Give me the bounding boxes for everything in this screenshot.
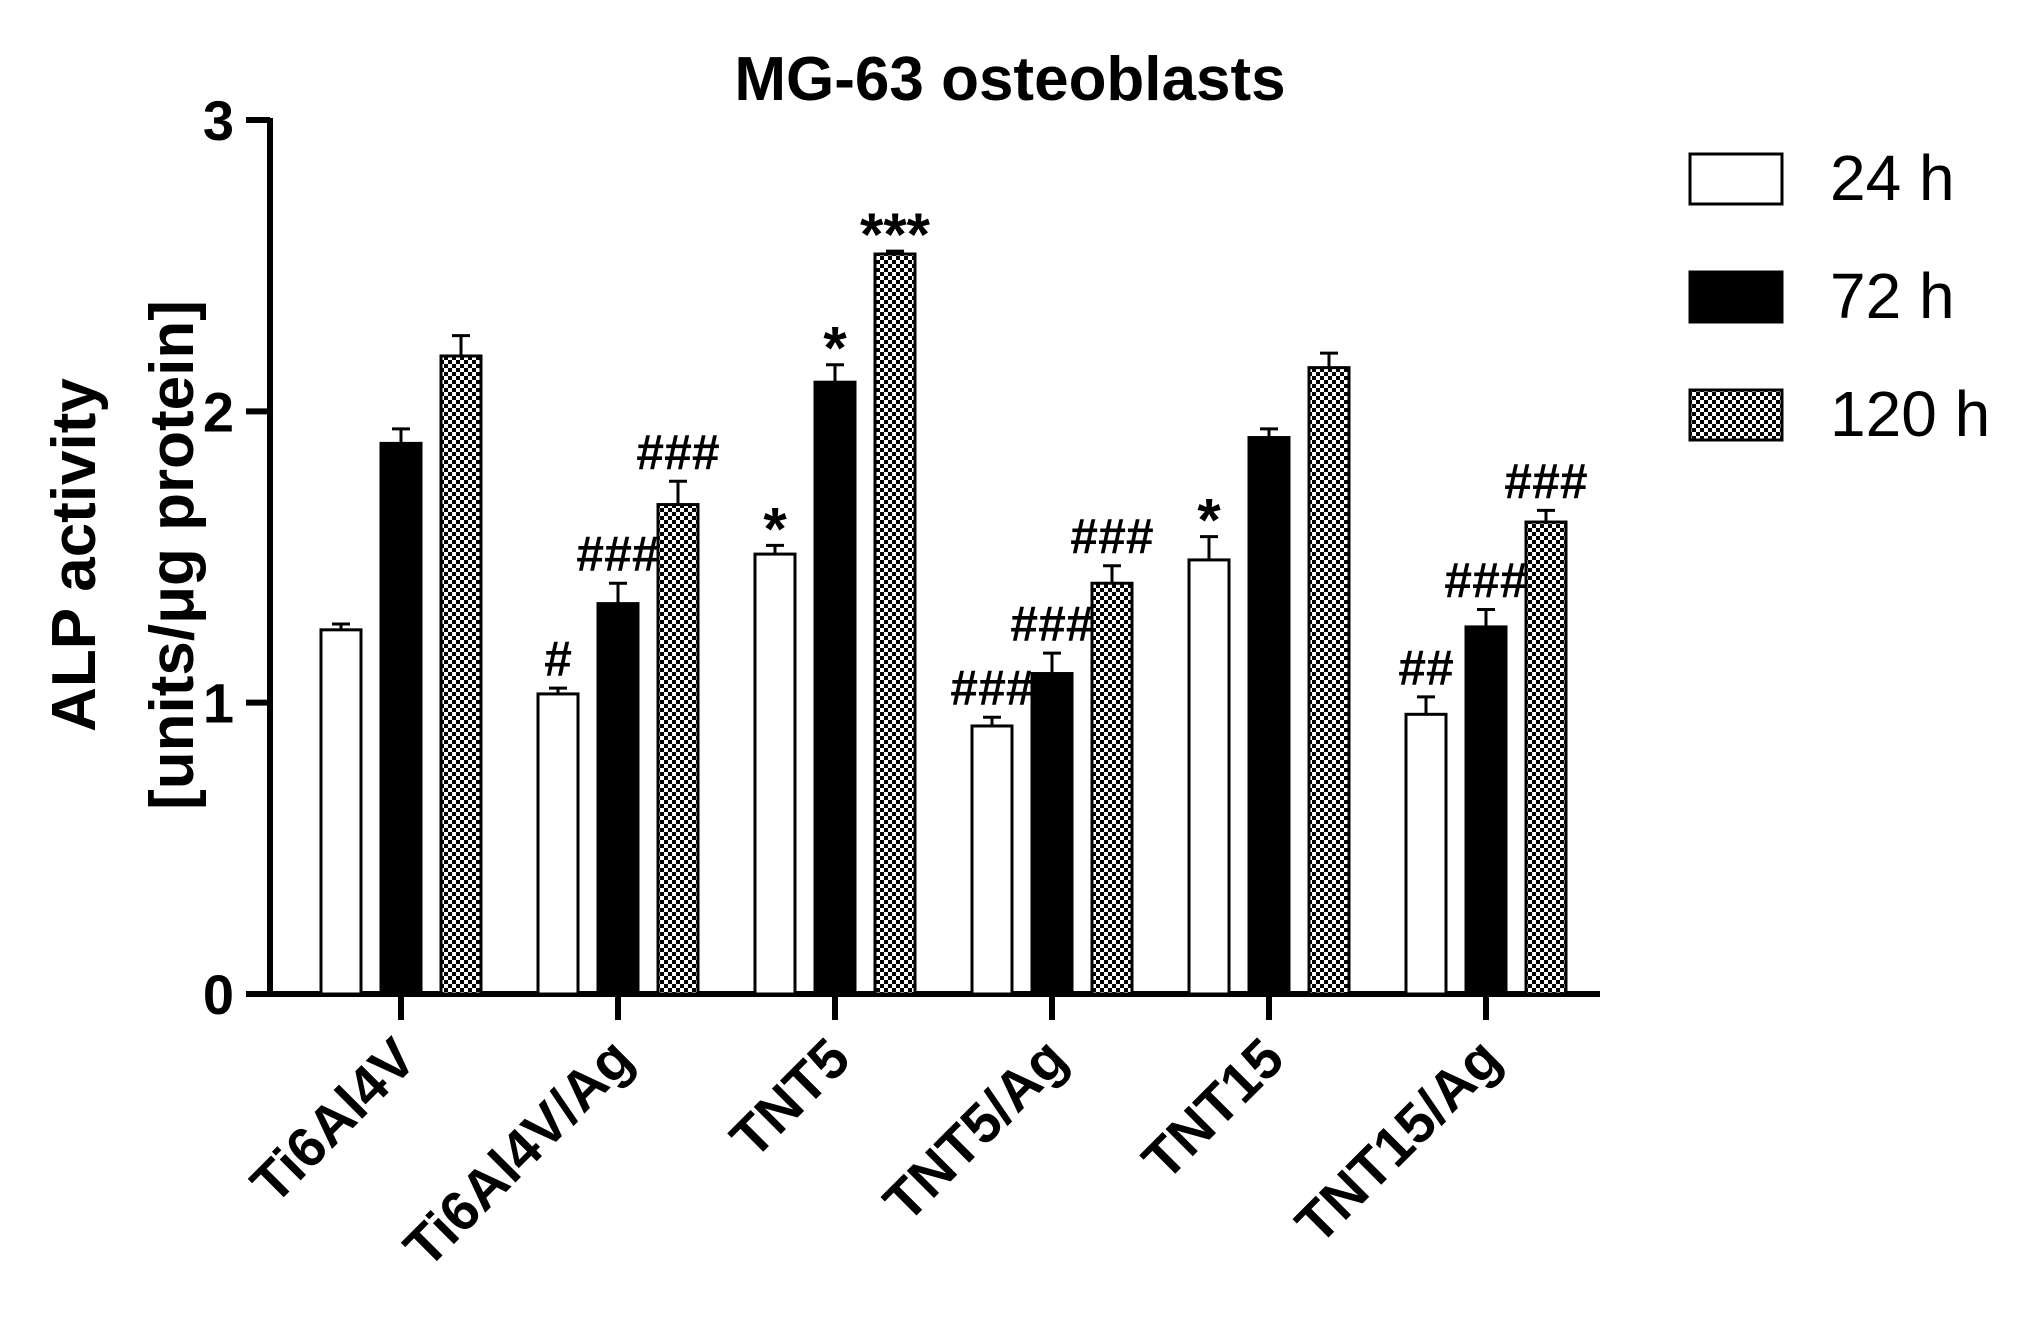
y-tick-label: 0 <box>203 963 234 1026</box>
significance-label: # <box>544 631 572 687</box>
plot-area: 0123Ti6Al4VTi6Al4V/Ag#######TNT5*****TNT… <box>203 89 1600 1279</box>
bar <box>1090 581 1134 996</box>
bar <box>656 503 700 996</box>
y-axis-label: ALP activity [units/μg protein] <box>40 300 207 810</box>
y-axis-label-line1: ALP activity <box>40 378 109 732</box>
significance-label: ### <box>1504 453 1587 509</box>
bar <box>319 628 363 996</box>
significance-label: ### <box>1010 596 1093 652</box>
bar <box>1307 366 1351 996</box>
significance-label: ## <box>1398 640 1454 696</box>
significance-label: * <box>763 495 787 562</box>
legend-swatch <box>1688 270 1784 324</box>
bar <box>1030 672 1074 996</box>
significance-label: ### <box>576 526 659 582</box>
legend-swatch <box>1688 152 1784 206</box>
bar <box>813 380 857 996</box>
x-tick-label: Ti6Al4V/Ag <box>392 1026 645 1279</box>
significance-label: * <box>823 315 847 382</box>
legend-label: 72 h <box>1830 260 1955 332</box>
x-tick-label: TNT15/Ag <box>1283 1026 1512 1255</box>
significance-label: * <box>1197 487 1221 554</box>
bar <box>970 724 1014 996</box>
bar <box>1187 558 1231 996</box>
chart-title: MG-63 osteoblasts <box>734 45 1285 114</box>
legend-swatch <box>1688 388 1784 442</box>
bar <box>439 354 483 996</box>
bar <box>536 692 580 996</box>
y-tick-label: 2 <box>203 380 234 443</box>
x-tick-label: Ti6Al4V <box>238 1026 427 1215</box>
x-tick-label: TNT5 <box>718 1026 862 1170</box>
significance-label: *** <box>860 201 931 268</box>
x-tick-label: TNT5/Ag <box>871 1026 1078 1233</box>
bar <box>1247 436 1291 996</box>
significance-label: ### <box>1070 509 1153 565</box>
bar <box>379 441 423 996</box>
y-tick-label: 3 <box>203 89 234 152</box>
legend: 24 h 72 h 120 h <box>1688 142 1990 450</box>
legend-label: 24 h <box>1830 142 1955 214</box>
significance-label: ### <box>1444 552 1527 608</box>
legend-label: 120 h <box>1830 378 1990 450</box>
bar <box>596 602 640 996</box>
bar <box>1464 625 1508 996</box>
y-tick-label: 1 <box>203 672 234 735</box>
bar <box>1404 712 1448 996</box>
significance-label: ### <box>950 660 1033 716</box>
x-tick-label: TNT15 <box>1130 1026 1296 1192</box>
bar <box>1524 520 1568 996</box>
significance-label: ### <box>636 424 719 480</box>
bar <box>753 552 797 996</box>
bar <box>873 252 917 996</box>
y-axis-label-line2: [units/μg protein] <box>138 300 207 810</box>
